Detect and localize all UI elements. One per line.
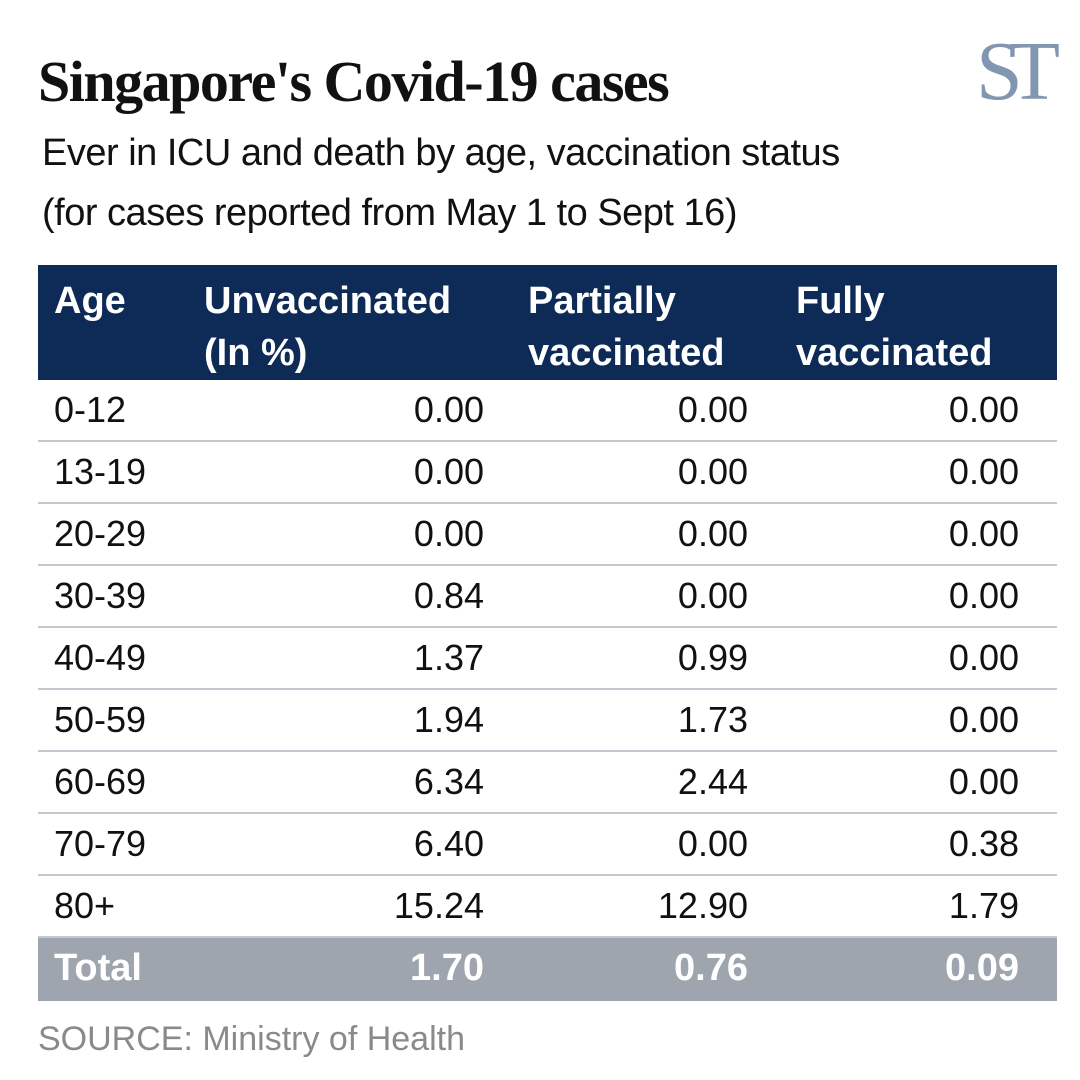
total-partially-vaccinated: 0.76 [674, 947, 748, 989]
table-header: Age Unvaccinated (In %) Partially vaccin… [38, 265, 1057, 380]
partially-vaccinated-cell: 1.73 [677, 699, 748, 740]
age-cell: 40-49 [54, 637, 147, 678]
table-row: 70-79 6.40 0.00 0.38 [38, 814, 1057, 876]
column-header-line: Fully [796, 280, 885, 322]
partially-vaccinated-cell: 12.90 [657, 885, 748, 926]
column-header-fully-vaccinated: Fully vaccinated [796, 275, 992, 379]
table-body: 0-12 0.00 0.00 0.00 13-19 0.00 0.00 0.00 20-29 0.… [38, 380, 1057, 938]
partially-vaccinated-cell: 0.00 [677, 575, 748, 616]
column-header-line: vaccinated [528, 332, 725, 374]
total-unvaccinated: 1.70 [410, 947, 484, 989]
partially-vaccinated-cell: 0.00 [677, 823, 748, 864]
unvaccinated-cell: 0.00 [413, 389, 484, 430]
total-label: Total [54, 947, 142, 989]
chart-subtitle-line1: Ever in ICU and death by age, vaccinatio… [42, 132, 840, 174]
fully-vaccinated-cell: 1.79 [948, 885, 1019, 926]
table-row: 20-29 0.00 0.00 0.00 [38, 504, 1057, 566]
unvaccinated-cell: 6.40 [413, 823, 484, 864]
partially-vaccinated-cell: 0.00 [677, 389, 748, 430]
column-header-age: Age [54, 275, 126, 327]
partially-vaccinated-cell: 2.44 [677, 761, 748, 802]
unvaccinated-cell: 1.37 [413, 637, 484, 678]
age-cell: 20-29 [54, 513, 147, 554]
table-row: 80+ 15.24 12.90 1.79 [38, 876, 1057, 938]
table-row: 60-69 6.34 2.44 0.00 [38, 752, 1057, 814]
age-cell: 13-19 [54, 451, 147, 492]
table-row: 30-39 0.84 0.00 0.00 [38, 566, 1057, 628]
fully-vaccinated-cell: 0.00 [948, 389, 1019, 430]
unvaccinated-cell: 6.34 [413, 761, 484, 802]
unvaccinated-cell: 0.00 [413, 513, 484, 554]
column-header-line: (In %) [204, 332, 308, 374]
data-table: Age Unvaccinated (In %) Partially vaccin… [38, 265, 1057, 1001]
age-cell: 60-69 [54, 761, 147, 802]
unvaccinated-cell: 0.00 [413, 451, 484, 492]
fully-vaccinated-cell: 0.38 [948, 823, 1019, 864]
column-header-line: vaccinated [796, 332, 993, 374]
table-row: 40-49 1.37 0.99 0.00 [38, 628, 1057, 690]
column-header-partially-vaccinated: Partially vaccinated [528, 275, 724, 379]
fully-vaccinated-cell: 0.00 [948, 513, 1019, 554]
table-row: 0-12 0.00 0.00 0.00 [38, 380, 1057, 442]
unvaccinated-cell: 0.84 [413, 575, 484, 616]
column-header-line: Partially [528, 280, 676, 322]
age-cell: 70-79 [54, 823, 147, 864]
partially-vaccinated-cell: 0.00 [677, 451, 748, 492]
age-cell: 0-12 [54, 389, 127, 430]
age-cell: 50-59 [54, 699, 147, 740]
partially-vaccinated-cell: 0.99 [677, 637, 748, 678]
age-cell: 30-39 [54, 575, 147, 616]
fully-vaccinated-cell: 0.00 [948, 451, 1019, 492]
source-note: SOURCE: Ministry of Health [38, 1020, 465, 1058]
st-logo: ST [976, 25, 1060, 118]
column-header-unvaccinated: Unvaccinated (In %) [204, 275, 451, 379]
chart-title: Singapore's Covid-19 cases [38, 49, 670, 114]
fully-vaccinated-cell: 0.00 [948, 699, 1019, 740]
total-fully-vaccinated: 0.09 [945, 947, 1019, 989]
table-row: 50-59 1.94 1.73 0.00 [38, 690, 1057, 752]
fully-vaccinated-cell: 0.00 [948, 637, 1019, 678]
unvaccinated-cell: 1.94 [413, 699, 484, 740]
table-row: 13-19 0.00 0.00 0.00 [38, 442, 1057, 504]
column-header-line: Age [54, 280, 126, 322]
fully-vaccinated-cell: 0.00 [948, 575, 1019, 616]
age-cell: 80+ [54, 885, 116, 926]
total-row: Total 1.70 0.76 0.09 [38, 938, 1057, 1001]
fully-vaccinated-cell: 0.00 [948, 761, 1019, 802]
partially-vaccinated-cell: 0.00 [677, 513, 748, 554]
chart-subtitle-line2: (for cases reported from May 1 to Sept 1… [42, 192, 737, 234]
column-header-line: Unvaccinated [204, 280, 452, 322]
unvaccinated-cell: 15.24 [393, 885, 484, 926]
